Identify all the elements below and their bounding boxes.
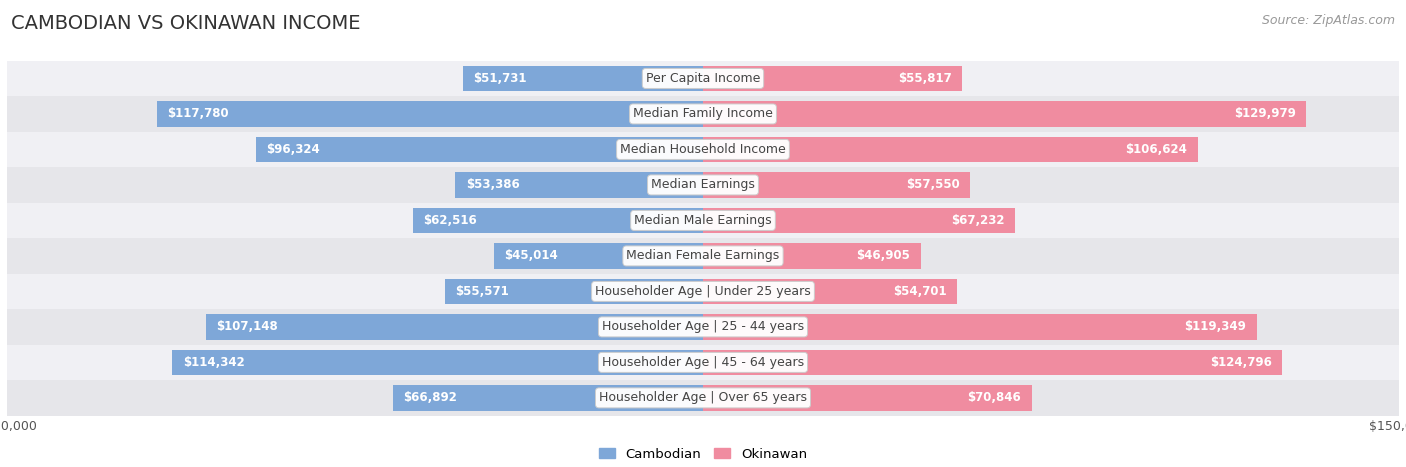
Bar	[7, 380, 1399, 416]
Bar	[703, 350, 1282, 375]
Text: $106,624: $106,624	[1125, 143, 1187, 156]
Text: $67,232: $67,232	[950, 214, 1004, 227]
Bar	[413, 208, 703, 233]
Bar	[703, 66, 962, 91]
Text: $96,324: $96,324	[267, 143, 321, 156]
Bar	[7, 203, 1399, 238]
Text: $53,386: $53,386	[465, 178, 519, 191]
Text: Householder Age | Over 65 years: Householder Age | Over 65 years	[599, 391, 807, 404]
Bar	[173, 350, 703, 375]
Bar	[446, 279, 703, 304]
Bar	[703, 385, 1032, 410]
Text: $57,550: $57,550	[905, 178, 959, 191]
Bar	[205, 314, 703, 340]
Bar	[494, 243, 703, 269]
Bar	[7, 238, 1399, 274]
Bar	[703, 314, 1257, 340]
Bar	[256, 137, 703, 162]
Bar	[703, 279, 957, 304]
Text: Householder Age | 25 - 44 years: Householder Age | 25 - 44 years	[602, 320, 804, 333]
Legend: Cambodian, Okinawan: Cambodian, Okinawan	[593, 442, 813, 466]
Text: $51,731: $51,731	[474, 72, 527, 85]
Text: $55,571: $55,571	[456, 285, 509, 298]
Text: $129,979: $129,979	[1233, 107, 1296, 120]
Bar	[703, 208, 1015, 233]
Bar	[463, 66, 703, 91]
Text: $46,905: $46,905	[856, 249, 910, 262]
Text: $114,342: $114,342	[183, 356, 245, 369]
Bar	[7, 132, 1399, 167]
Text: Median Female Earnings: Median Female Earnings	[627, 249, 779, 262]
Text: $107,148: $107,148	[217, 320, 278, 333]
Text: $124,796: $124,796	[1209, 356, 1271, 369]
Text: $55,817: $55,817	[898, 72, 952, 85]
Text: $117,780: $117,780	[167, 107, 229, 120]
Bar	[7, 61, 1399, 96]
Bar	[7, 345, 1399, 380]
Bar	[392, 385, 703, 410]
Text: Householder Age | 45 - 64 years: Householder Age | 45 - 64 years	[602, 356, 804, 369]
Bar	[703, 137, 1198, 162]
Text: $62,516: $62,516	[423, 214, 477, 227]
Text: Median Male Earnings: Median Male Earnings	[634, 214, 772, 227]
Bar	[7, 96, 1399, 132]
Bar	[703, 172, 970, 198]
Bar	[456, 172, 703, 198]
Text: Median Household Income: Median Household Income	[620, 143, 786, 156]
Bar	[703, 243, 921, 269]
Text: Householder Age | Under 25 years: Householder Age | Under 25 years	[595, 285, 811, 298]
Bar	[703, 101, 1306, 127]
Text: Source: ZipAtlas.com: Source: ZipAtlas.com	[1261, 14, 1395, 27]
Text: $45,014: $45,014	[505, 249, 558, 262]
Text: CAMBODIAN VS OKINAWAN INCOME: CAMBODIAN VS OKINAWAN INCOME	[11, 14, 361, 33]
Text: $54,701: $54,701	[893, 285, 946, 298]
Text: Median Family Income: Median Family Income	[633, 107, 773, 120]
Text: Median Earnings: Median Earnings	[651, 178, 755, 191]
Text: $119,349: $119,349	[1184, 320, 1246, 333]
Text: $70,846: $70,846	[967, 391, 1021, 404]
Bar	[7, 309, 1399, 345]
Text: Per Capita Income: Per Capita Income	[645, 72, 761, 85]
Bar	[7, 274, 1399, 309]
Bar	[7, 167, 1399, 203]
Text: $66,892: $66,892	[404, 391, 457, 404]
Bar	[156, 101, 703, 127]
